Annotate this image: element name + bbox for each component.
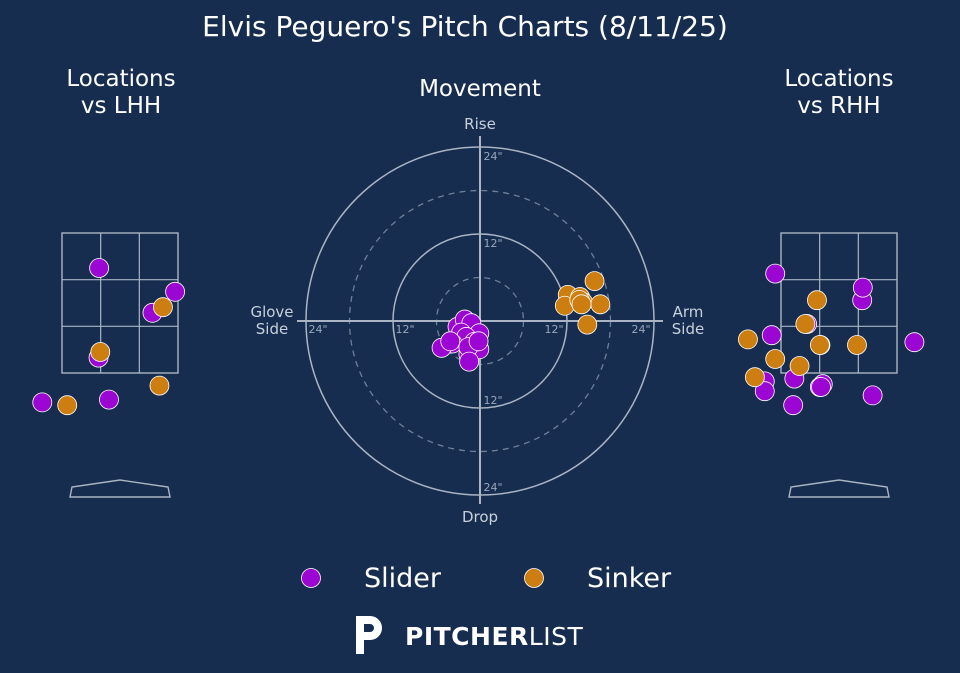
rhh-zone-grid — [780, 232, 898, 374]
rhh-pitch-sinker — [847, 335, 867, 355]
rhh-title-line-0: Locations — [784, 66, 894, 92]
axis-label-glove-side-2: Side — [256, 320, 288, 338]
axis-label-glove-side-1: Glove — [250, 303, 293, 321]
brand-wordmark: PITCHERLIST — [405, 622, 583, 651]
rhh-pitch-slider — [754, 381, 775, 402]
rhh-pitch-slider — [904, 332, 925, 353]
legend-label-slider: Slider — [364, 563, 441, 594]
axis-label-arm-side-2: Side — [672, 320, 704, 338]
rhh-pitch-sinker — [745, 367, 765, 388]
lhh-title-line-1: vs LHH — [80, 93, 162, 119]
rhh-pitch-sinker — [738, 329, 758, 350]
rhh-pitch-slider — [852, 277, 873, 298]
rhh-panel-title: Locations vs RHH — [748, 66, 930, 120]
rhh-pitch-slider — [765, 263, 786, 284]
movement-pitch-sinker — [584, 271, 605, 292]
tick-label-left-24: 24" — [308, 323, 327, 336]
movement-pitch-sinker — [577, 314, 598, 335]
movement-pitch-slider — [440, 331, 461, 352]
lhh-pitch-sinker — [57, 395, 78, 416]
legend-marker-sinker — [524, 568, 544, 588]
axis-label-rise: Rise — [464, 115, 496, 133]
lhh-pitch-slider — [32, 392, 53, 413]
tick-label-bottom-12: 12" — [483, 394, 502, 407]
movement-pitch-sinker — [590, 294, 611, 315]
rhh-pitch-sinker — [789, 356, 810, 376]
rhh-title-line-1: vs RHH — [797, 93, 881, 119]
axis-label-drop: Drop — [462, 508, 498, 526]
rhh-pitch-slider — [811, 377, 831, 397]
brand-wordmark-light: LIST — [528, 622, 584, 651]
rhh-home-plate — [788, 479, 890, 498]
rhh-pitch-slider — [862, 385, 883, 406]
movement-panel-title: Movement — [419, 76, 541, 102]
lhh-panel-title: Locations vs LHH — [30, 66, 212, 120]
tick-label-right-12: 12" — [544, 323, 563, 336]
rhh-pitch-slider — [761, 325, 782, 346]
brand-wordmark-bold: PITCHER — [405, 622, 529, 651]
rhh-strike-zone — [780, 232, 898, 374]
legend-label-sinker: Sinker — [587, 563, 672, 594]
pitcherlist-logo-icon — [356, 616, 382, 654]
rhh-pitch-slider — [783, 395, 804, 416]
lhh-pitch-sinker — [90, 342, 111, 362]
lhh-home-plate — [69, 479, 171, 498]
rhh-pitch-sinker — [765, 349, 786, 369]
lhh-title-line-0: Locations — [66, 66, 176, 92]
rhh-pitch-sinker — [809, 335, 830, 355]
lhh-pitch-slider — [99, 389, 119, 410]
tick-label-right-24: 24" — [631, 323, 650, 336]
tick-label-top-24: 24" — [483, 150, 502, 163]
legend-marker-slider — [301, 568, 321, 588]
brand-logo: PITCHERLIST — [350, 612, 590, 658]
tick-label-left-12: 12" — [395, 323, 414, 336]
axis-label-arm-side-1: Arm — [673, 303, 704, 321]
lhh-pitch-slider — [165, 281, 186, 302]
tick-label-bottom-24: 24" — [483, 481, 502, 494]
chart-title: Elvis Peguero's Pitch Charts (8/11/25) — [202, 10, 728, 43]
lhh-strike-zone — [61, 232, 179, 374]
rhh-pitch-sinker — [795, 314, 816, 334]
rhh-pitch-sinker — [807, 290, 827, 311]
lhh-pitch-slider — [89, 258, 110, 278]
movement-pitch-slider — [459, 351, 480, 372]
movement-pitch-sinker — [571, 294, 592, 315]
movement-pitch-slider — [468, 331, 489, 352]
tick-label-top-12: 12" — [483, 237, 502, 250]
lhh-pitch-sinker — [153, 297, 173, 318]
lhh-pitch-sinker — [149, 375, 170, 396]
